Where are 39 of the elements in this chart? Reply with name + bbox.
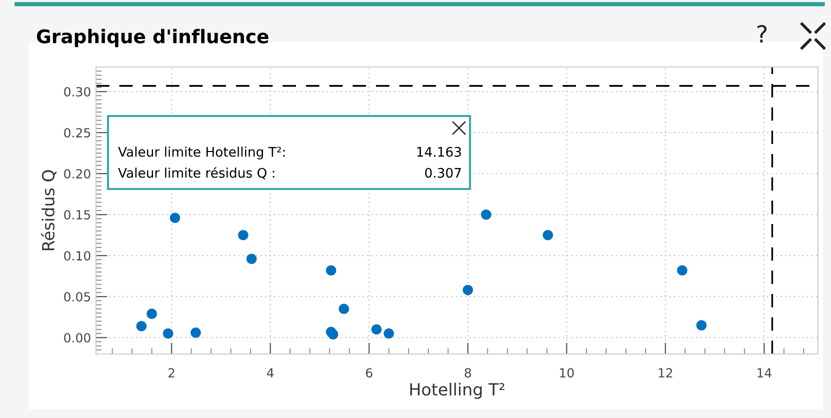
x-axis-title: Hotelling T² [410, 382, 504, 399]
point [371, 324, 382, 335]
point [162, 328, 174, 339]
y-tick-label: 0.25 [64, 128, 90, 138]
x-tick-label: 4 [266, 368, 274, 378]
point [338, 304, 350, 314]
annotation: Valeur limite résidus Q : [118, 167, 274, 180]
y-tick-label: 0.30 [64, 87, 90, 97]
point [326, 265, 336, 276]
y-tick-label: 0.05 [64, 292, 90, 302]
annotation: Valeur limite Hotelling T²: [118, 146, 285, 160]
y-tick-label: 0.20 [64, 169, 90, 179]
x-tick-label: 8 [464, 368, 471, 378]
point [170, 212, 180, 224]
point [246, 254, 257, 264]
point [238, 230, 248, 240]
x-tick-label: 12 [658, 368, 672, 378]
point [696, 320, 707, 330]
point [677, 265, 688, 276]
x-tick-label: 10 [560, 368, 574, 378]
point [190, 328, 201, 338]
y-tick-label: 0.10 [64, 251, 90, 261]
x-tick-label: 14 [758, 368, 772, 378]
y-tick-label: 0.15 [64, 210, 90, 220]
point [542, 230, 554, 240]
point [384, 328, 394, 339]
point [146, 308, 157, 319]
point [136, 320, 147, 332]
point [462, 284, 474, 296]
chart-title: Graphique d'influence [36, 28, 268, 48]
x-tick-label: 6 [366, 368, 372, 378]
x-tick-label: 2 [168, 368, 174, 378]
annotation: 14.163 [417, 146, 461, 157]
text: ? [757, 24, 767, 43]
point [480, 209, 492, 220]
point [328, 329, 338, 340]
y-tick-label: 0.00 [64, 333, 90, 343]
y-axis-title: Résidus Q [40, 170, 56, 250]
annotation: 0.307 [425, 168, 461, 178]
